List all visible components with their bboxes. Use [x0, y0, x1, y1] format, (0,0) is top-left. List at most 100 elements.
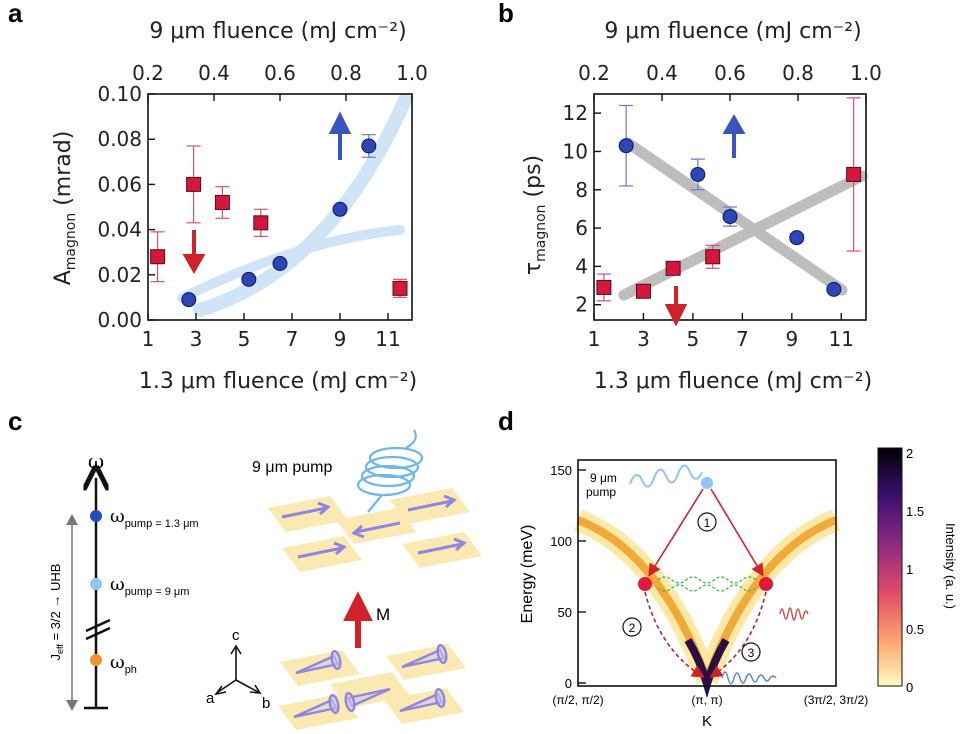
panel-a-xtick-label: 5: [238, 327, 251, 351]
panel-d-xtick-right: (3π/2, 3π/2): [804, 693, 869, 707]
panel-a-xtick-label: 7: [286, 327, 299, 351]
panel-b-xtick-label: 5: [687, 327, 700, 351]
panel-d-y-axis-label: Energy (meV): [519, 525, 536, 624]
colorbar: [877, 447, 903, 687]
axis-c-label: c: [232, 627, 240, 644]
pump-state-dot: [701, 477, 713, 489]
panel-b-down-arrow-icon: [664, 286, 688, 327]
energy-level-diagram: ω ωpump = 1.3 μm ωpump = 9 μm ωph Jeff =…: [48, 449, 199, 711]
panel-b-xtick-label: 1: [588, 327, 601, 351]
pump-photon-wave-icon: [629, 464, 703, 488]
step2-decay-right: [709, 591, 767, 678]
magnetization-arrow-icon: [343, 591, 373, 648]
panel-b-y-axis-label: τmagnon (ps): [521, 155, 549, 275]
panel-c-letter: c: [8, 406, 22, 436]
panel-b-x2tick-label: 0.6: [714, 61, 746, 85]
panel-a-down-arrow-icon: [182, 230, 206, 275]
panel-b-ytick-label: 10: [563, 139, 588, 163]
panel-a-ytick-label: 0.02: [97, 263, 142, 287]
level-pump13-label: ωpump = 1.3 μm: [110, 506, 199, 530]
axis-b-label: b: [262, 695, 270, 712]
jeff-range-top-arrow-icon: [66, 514, 78, 525]
panel-a-data-point-circle: [272, 256, 288, 271]
panel-b-xtick-label: 3: [637, 327, 650, 351]
omega-label: ω: [88, 449, 104, 473]
level-pump9-dot: [90, 578, 102, 590]
panel-b-data-point-circle: [690, 166, 706, 182]
panel-d-ytick-150: 150: [550, 463, 572, 478]
level-pump13-dot: [90, 510, 102, 522]
panel-a-data-point-square: [186, 176, 202, 192]
panel-a-data-point-circle: [332, 201, 348, 217]
panel-b-bottom-axis-label: 1.3 μm fluence (mJ cm⁻²): [594, 369, 872, 394]
panel-a-x2tick-label: 0.6: [264, 61, 296, 85]
panel-b-xtick-label: 9: [785, 327, 798, 351]
jeff-range-bottom-arrow-icon: [66, 700, 78, 711]
panel-d-ytick-100: 100: [550, 534, 572, 549]
panel-a-xtick-label: 9: [334, 327, 347, 351]
colorbar-tick-0: 0: [906, 680, 913, 695]
emitted-wave-blue-icon: [721, 671, 777, 685]
panel-a-data-point-circle: [361, 138, 377, 154]
panel-d-y-ticks: [578, 469, 586, 684]
panel-d-ytick-50: 50: [558, 605, 572, 620]
panel-a-xtick-label: 11: [375, 327, 400, 351]
panel-b-x2tick-label: 0.4: [646, 61, 678, 85]
axis-a-label: a: [206, 690, 215, 707]
panel-d-letter: d: [498, 406, 514, 436]
step1-arrow-left: [648, 488, 704, 577]
panel-b-letter: b: [498, 0, 514, 28]
panel-b-ytick-label: 6: [575, 216, 588, 240]
pump-label: 9 μm pump: [252, 459, 332, 476]
panel-a-fit-band-high: [193, 93, 412, 317]
panel-b-data-point-circle: [618, 138, 634, 154]
panel-d-frame: [577, 459, 837, 687]
panel-a-x2tick-label: 0.4: [198, 61, 230, 85]
panel-b-ytick-label: 2: [575, 293, 588, 317]
panel-b-x2tick-label: 0.2: [578, 61, 610, 85]
panel-b-top-axis-label: 9 μm fluence (mJ cm⁻²): [604, 19, 861, 44]
level-ph-label: ωph: [110, 652, 137, 676]
step1-marker: [697, 512, 717, 532]
magnon-left-dot: [638, 577, 652, 591]
panel-b-up-arrow-icon: [722, 113, 746, 158]
dispersion-right-glow: [696, 509, 841, 684]
magnon-dispersion-plot: 150 100 50 0 Energy (meV) (π/2, π/2) (π,…: [519, 446, 958, 730]
axis-break-upper: [85, 618, 111, 633]
magnon-right-dot: [759, 577, 773, 591]
magnon-interaction-wave-upper: [657, 576, 757, 584]
panel-b-data-point-square: [596, 279, 612, 295]
dispersion-low-energy-core: [684, 637, 730, 699]
panel-d-xtick-left: (π/2, π/2): [552, 693, 603, 707]
panel-a-ytick-label: 0.06: [97, 172, 142, 196]
panel-b-x2tick-label: 0.8: [782, 61, 814, 85]
panel-a-ytick-label: 0.10: [97, 82, 142, 106]
crystal-axes-icon: [214, 644, 262, 696]
level-ph-dot: [90, 654, 102, 666]
panel-b-x2tick-label: 1.0: [850, 61, 882, 85]
panel-b-ytick-label: 8: [575, 178, 588, 202]
panel-a-data-point-square: [150, 249, 166, 265]
panel-a-ytick-label: 0.04: [97, 218, 142, 242]
magnon-interaction-wave-lower: [657, 584, 757, 592]
colorbar-tick-2: 2: [906, 446, 913, 461]
panel-b-ytick-label: 4: [575, 254, 588, 278]
step3-marker: [741, 642, 761, 662]
panel-b-data-point-square: [846, 166, 862, 182]
colorbar-tick-0-5: 0.5: [906, 622, 924, 637]
panel-b-data-point-circle: [826, 281, 842, 297]
panel-b-data-point-circle: [789, 230, 805, 246]
step2-marker: [622, 617, 642, 637]
lower-precessing-spins: [293, 643, 448, 719]
axis-break-lower: [85, 626, 111, 641]
panel-a-x2tick-label: 1.0: [396, 61, 428, 85]
colorbar-label: Intensity (a. u.): [943, 523, 958, 609]
level-pump9-label: ωpump = 9 μm: [110, 574, 189, 598]
panel-b-trend-band-increasing: [618, 170, 868, 301]
step2-label: 2: [629, 621, 636, 635]
panel-a-data-point-circle: [241, 271, 257, 287]
colorbar-tick-1: 1: [906, 562, 913, 577]
panel-b-plot: 1 3 5 7 9 11 0.2 0.4 0.6 0.8 1.0 2 4 6 8 10 12: [563, 61, 882, 351]
panel-a-plot-frame: [147, 93, 413, 321]
